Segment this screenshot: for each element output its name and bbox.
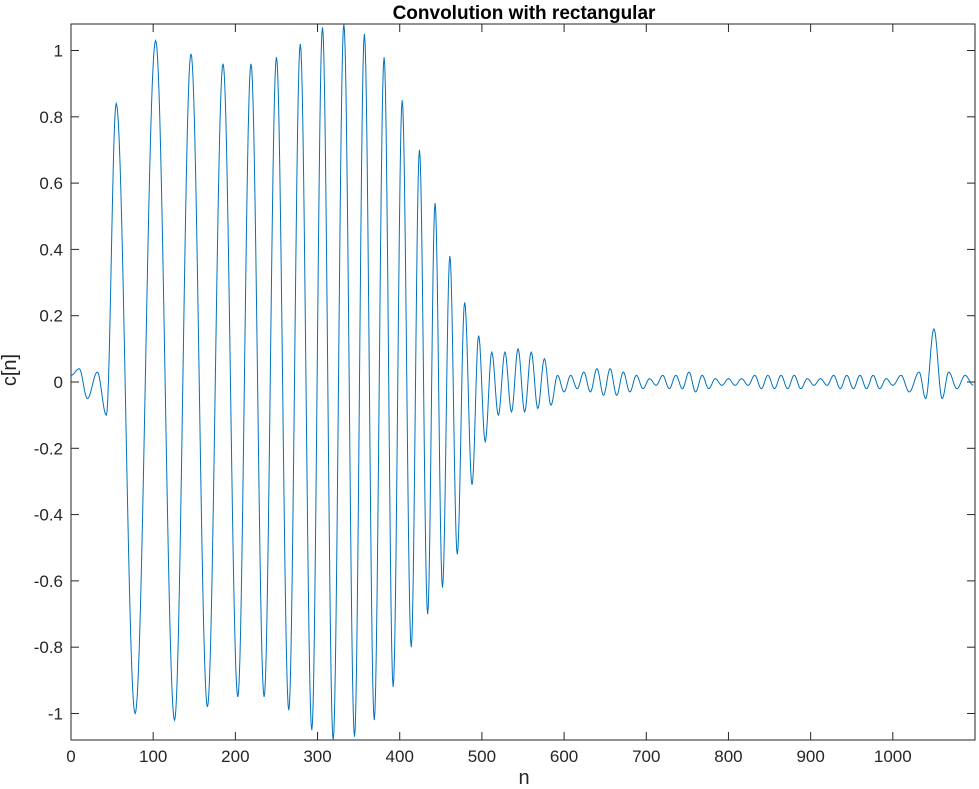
x-tick-label: 500 bbox=[468, 747, 496, 766]
x-tick-label: 0 bbox=[66, 747, 75, 766]
x-tick-label: 300 bbox=[303, 747, 331, 766]
chart-title: Convolution with rectangular bbox=[393, 3, 656, 24]
y-tick-label: -0.6 bbox=[34, 572, 63, 591]
x-tick-label: 100 bbox=[139, 747, 167, 766]
x-tick-label: 800 bbox=[714, 747, 742, 766]
y-tick-label: 0 bbox=[54, 373, 63, 392]
y-tick-label: -0.4 bbox=[34, 506, 63, 525]
axes-box bbox=[70, 23, 976, 741]
plot-area: 0 100 200 300 400 500 600 700 800 900 1000 -1 -0.8 -0… bbox=[34, 23, 976, 766]
y-tick-label: -0.2 bbox=[34, 439, 63, 458]
y-axis-label: c[n] bbox=[0, 354, 21, 386]
x-tick-label: 400 bbox=[386, 747, 414, 766]
y-tick-label: 0.6 bbox=[39, 174, 63, 193]
y-tick-label: 1 bbox=[54, 42, 63, 61]
y-tick-label: 0.8 bbox=[39, 108, 63, 127]
x-tick-label: 600 bbox=[550, 747, 578, 766]
x-axis-label: n bbox=[518, 767, 529, 789]
y-tick-label: -0.8 bbox=[34, 638, 63, 657]
y-tick-label: 0.4 bbox=[39, 240, 63, 259]
signal-line bbox=[70, 23, 974, 741]
y-tick-label: 0.2 bbox=[39, 307, 63, 326]
x-tick-label: 1000 bbox=[874, 747, 912, 766]
x-tick-label: 200 bbox=[221, 747, 249, 766]
y-tick-label: -1 bbox=[48, 704, 63, 723]
x-tick-label: 700 bbox=[632, 747, 660, 766]
x-tick-label: 900 bbox=[796, 747, 824, 766]
